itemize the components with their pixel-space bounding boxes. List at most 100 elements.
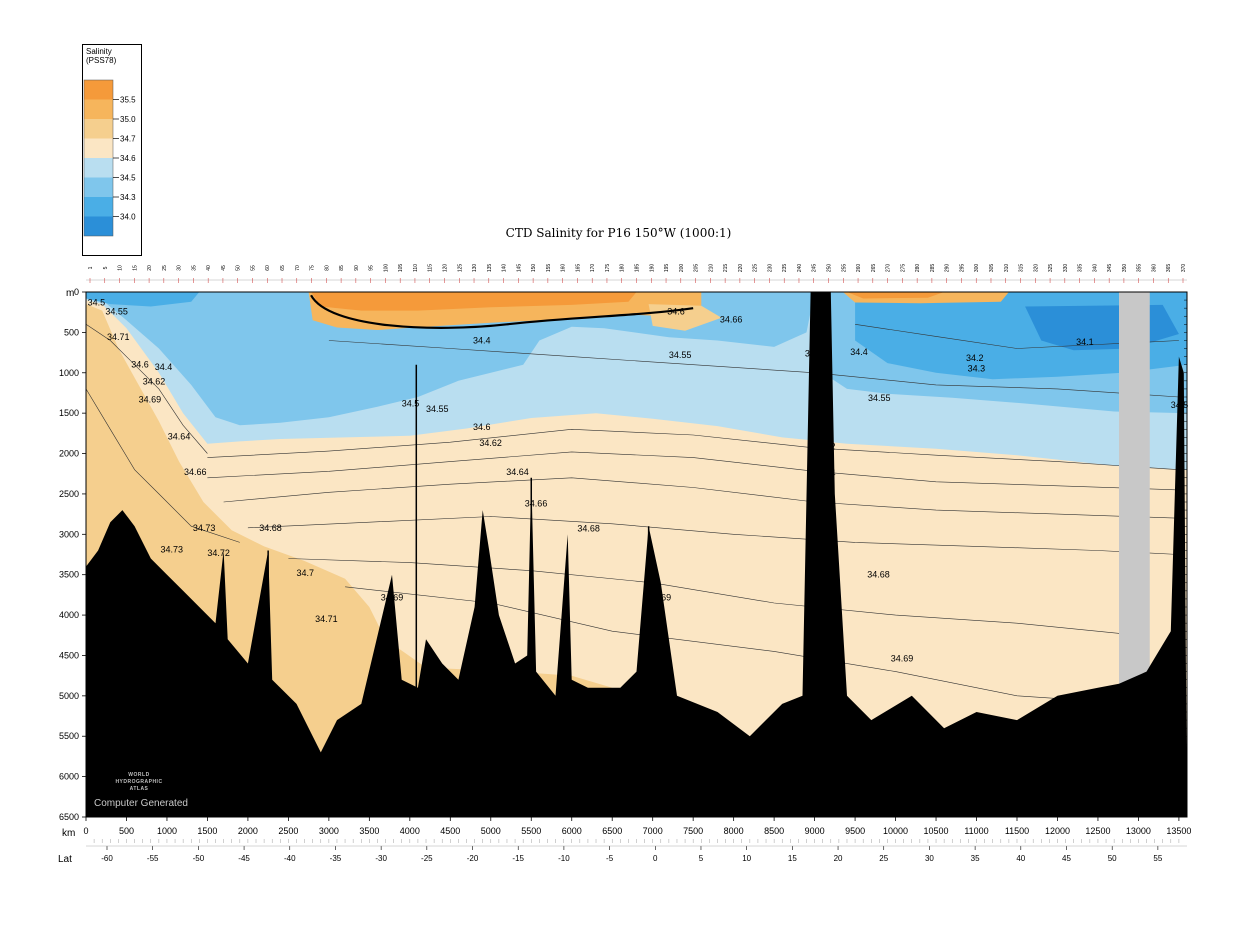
station-label: 310 (1004, 264, 1010, 273)
station-label: 150 (531, 264, 537, 273)
station-label: 25 (162, 265, 168, 271)
legend-title-line2: (PSS78) (86, 56, 117, 65)
station-label: 270 (886, 264, 892, 273)
salinity-band-34-0-south (86, 292, 200, 307)
legend-swatch (84, 99, 113, 119)
station-label: 145 (516, 264, 522, 273)
y-tick-label: 5500 (59, 731, 79, 741)
x-tick-label: 6000 (562, 826, 582, 836)
contour-label: 34.69 (139, 394, 162, 404)
lat-tick-label: -30 (375, 854, 387, 863)
x-tick-label: 2000 (238, 826, 258, 836)
x-tick-label: 500 (119, 826, 134, 836)
station-label: 55 (250, 265, 256, 271)
station-label: 105 (398, 264, 404, 273)
y-tick-label: 4000 (59, 610, 79, 620)
station-label: 295 (959, 264, 965, 273)
watermark-line3: ATLAS (129, 786, 149, 792)
station-label: 210 (708, 264, 714, 273)
salinity-band-34-3 (86, 292, 815, 426)
y-tick-label: 3500 (59, 570, 79, 580)
station-label: 240 (797, 264, 803, 273)
contour-label: 34.73 (161, 545, 184, 555)
station-label: 280 (915, 264, 921, 273)
y-tick-label: 1500 (59, 408, 79, 418)
contour-label: 34.5 (805, 348, 823, 358)
legend-level-label: 35.0 (120, 115, 136, 124)
contour-line (85, 388, 240, 543)
station-label: 75 (310, 265, 316, 271)
x-axis-label: km (62, 828, 75, 839)
station-label: 355 (1137, 264, 1143, 273)
contour-line (288, 558, 1139, 636)
legend-swatch (84, 216, 113, 236)
contour-line (247, 516, 1179, 555)
lat-tick-label: -55 (147, 854, 159, 863)
station-label: 365 (1166, 264, 1172, 273)
x-tick-label: 10500 (924, 826, 949, 836)
y-tick-label: 5000 (59, 691, 79, 701)
legend-title: Salinity (PSS78) (86, 47, 116, 65)
contour-label: 34. (818, 503, 831, 513)
legend-level-label: 34.5 (120, 174, 136, 183)
lat-tick-label: -15 (512, 854, 524, 863)
station-label: 305 (989, 264, 995, 273)
contour-label: 34.64 (506, 467, 529, 477)
station-label: 70 (295, 265, 301, 271)
lat-tick-label: 25 (879, 854, 888, 863)
station-label: 265 (871, 264, 877, 273)
contour-label: 34.5 (402, 399, 420, 409)
station-label: 115 (428, 264, 434, 272)
contour-label: 34.62 (143, 377, 166, 387)
station-label: 230 (767, 264, 773, 273)
lat-tick-label: 45 (1062, 854, 1071, 863)
contour-label: 34.73 (193, 523, 216, 533)
station-label: 245 (812, 264, 818, 273)
y-tick-label: 3000 (59, 529, 79, 539)
x-tick-label: 3500 (359, 826, 379, 836)
lat-tick-label: -5 (606, 854, 614, 863)
legend-swatch (84, 177, 113, 197)
station-label: 185 (635, 264, 641, 273)
contour-label: 34.4 (850, 347, 868, 357)
lat-tick-label: 10 (742, 854, 751, 863)
x-tick-label: 5500 (521, 826, 541, 836)
x-tick-label: 0 (83, 826, 88, 836)
station-label: 370 (1181, 264, 1187, 273)
station-label: 225 (753, 264, 759, 273)
contour-label: 34.68 (259, 523, 282, 533)
legend-title-line1: Salinity (86, 47, 112, 56)
station-label: 250 (827, 264, 833, 273)
y-tick-label: 1000 (59, 368, 79, 378)
station-label: 125 (457, 264, 463, 273)
legend-level-label: 35.5 (120, 96, 136, 105)
lat-tick-label: -20 (467, 854, 479, 863)
station-label: 215 (723, 264, 729, 273)
station-label: 60 (265, 265, 271, 271)
contour-label: 34.69 (649, 592, 672, 602)
x-tick-label: 1500 (197, 826, 217, 836)
station-label: 80 (324, 265, 330, 271)
station-label: 350 (1122, 264, 1128, 273)
station-label: 235 (782, 264, 788, 273)
station-label: 290 (945, 264, 951, 273)
lat-tick-label: 55 (1153, 854, 1162, 863)
contour-line (207, 428, 1179, 470)
x-tick-label: 6500 (602, 826, 622, 836)
legend-swatch (84, 119, 113, 139)
station-label: 1 (88, 266, 94, 269)
x-tick-label: 5000 (481, 826, 501, 836)
contour-label: 34.66 (184, 467, 207, 477)
contour-label: 34.1 (1076, 337, 1094, 347)
station-label: 190 (649, 264, 655, 273)
contour-label: 34.69 (381, 592, 404, 602)
contour-label: 34.5 (88, 298, 106, 308)
watermark-logo: WORLD HYDROGRAPHIC ATLAS (94, 772, 184, 793)
bathymetry (86, 292, 1187, 817)
station-label: 345 (1107, 264, 1113, 273)
contour-label: 34.4 (473, 336, 491, 346)
station-label: 140 (502, 264, 508, 273)
contour-label: 34.4 (155, 362, 173, 372)
station-label: 155 (546, 264, 552, 273)
